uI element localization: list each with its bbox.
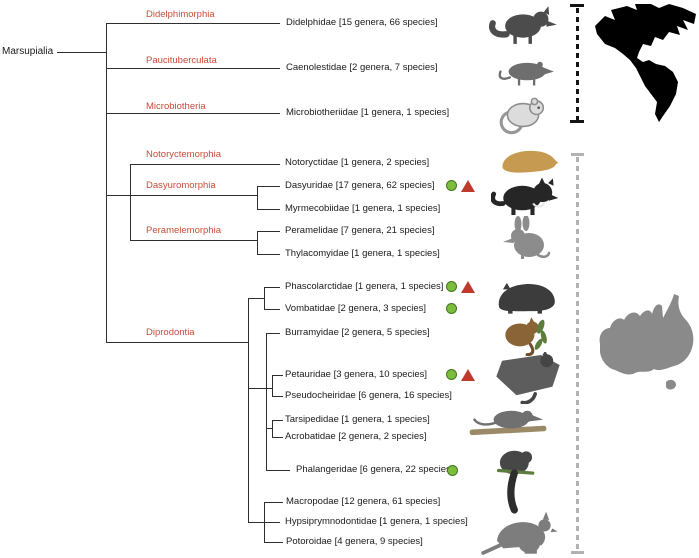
family-label-notoryctidae: Notoryctidae [1 genera, 2 species] <box>285 157 430 168</box>
order-label-peramelemorphia: Peramelemorphia <box>146 225 221 236</box>
branch-line <box>272 420 283 422</box>
branch-line <box>106 195 130 197</box>
branch-line <box>266 333 268 471</box>
family-label-phalangeridae: Phalangeridae [6 genera, 22 species] <box>296 464 454 475</box>
family-label-microbiotheriidae: Microbiotheriidae [1 genera, 1 species] <box>286 107 450 118</box>
family-label-petauridae: Petauridae [3 genera, 10 species] <box>285 369 428 380</box>
order-label-diprodontia: Diprodontia <box>146 327 195 338</box>
order-label-notoryctemorphia: Notoryctemorphia <box>146 149 221 160</box>
branch-line <box>248 388 273 390</box>
marsupial-mole-illustration <box>499 146 559 174</box>
family-label-phascolarctidae: Phascolarctidae [1 genera, 1 species] <box>285 281 444 292</box>
root-taxon-label: Marsupialia <box>2 46 54 57</box>
branch-line <box>106 113 280 115</box>
order-label-paucituberculata: Paucituberculata <box>146 55 217 66</box>
branch-line <box>257 231 280 233</box>
americas-map <box>593 2 699 124</box>
family-label-dasyuridae: Dasyuridae [17 genera, 62 species] <box>285 180 435 191</box>
family-label-potoroidae: Potoroidae [4 genera, 9 species] <box>286 536 423 547</box>
americas-range-cap <box>570 4 584 7</box>
family-label-didelphidae: Didelphidae [15 genera, 66 species] <box>286 17 438 28</box>
family-label-acrobatidae: Acrobatidae [2 genera, 2 species] <box>285 431 427 442</box>
order-label-microbiotheria: Microbiotheria <box>146 101 206 112</box>
order-label-dasyuromorphia: Dasyuromorphia <box>146 180 216 191</box>
cuscus-illustration <box>492 448 538 514</box>
family-label-pseudocheiridae: Pseudocheiridae [6 genera, 16 species] <box>285 390 452 401</box>
branch-line <box>264 502 283 504</box>
branch-line <box>272 375 283 377</box>
family-label-hypsiprymnodontidae: Hypsiprymnodontidae [1 genera, 1 species… <box>285 516 468 527</box>
red-triangle-icon <box>461 281 475 293</box>
branch-line <box>264 287 266 310</box>
australia-map <box>590 286 698 394</box>
green-circle-icon <box>447 465 458 476</box>
branch-line <box>257 209 280 211</box>
branch-line <box>272 420 274 438</box>
possum-with-leaves-illustration <box>497 316 549 356</box>
red-triangle-icon <box>461 180 475 192</box>
branch-line <box>130 240 257 242</box>
branch-line <box>106 23 108 342</box>
family-label-myrmecobiidae: Myrmecobiidae [1 genera, 1 species] <box>285 203 441 214</box>
branch-line <box>248 298 250 523</box>
branch-line <box>266 470 290 472</box>
branch-line <box>257 254 280 256</box>
australia-range-line <box>576 157 579 551</box>
gliding-possum-illustration <box>492 352 564 404</box>
branch-line <box>266 333 280 335</box>
green-circle-icon <box>446 303 457 314</box>
green-circle-icon <box>446 369 457 380</box>
australia-range-cap <box>571 551 584 554</box>
branch-line <box>264 502 266 543</box>
family-label-thylacomyidae: Thylacomyidae [1 genera, 1 species] <box>285 248 440 259</box>
family-label-peramelidae: Peramelidae [7 genera, 21 species] <box>285 225 435 236</box>
branch-line <box>130 195 257 197</box>
branch-line <box>272 396 283 398</box>
branch-line <box>106 23 280 25</box>
australia-range-cap <box>571 153 584 156</box>
americas-range-line <box>576 8 579 120</box>
wombat-illustration <box>494 280 558 314</box>
family-label-burramyidae: Burramyidae [2 genera, 5 species] <box>285 327 430 338</box>
branch-line <box>130 164 132 241</box>
opossum-illustration <box>488 4 558 48</box>
family-label-vombatidae: Vombatidae [2 genera, 3 species] <box>285 303 427 314</box>
branch-line <box>272 437 283 439</box>
branch-line <box>106 342 249 344</box>
branch-line <box>257 186 259 210</box>
branch-line <box>266 428 273 430</box>
branch-line <box>130 164 280 166</box>
branch-line <box>272 375 274 397</box>
red-triangle-icon <box>461 369 475 381</box>
americas-range-cap <box>570 120 584 123</box>
family-label-caenolestidae: Caenolestidae [2 genera, 7 species] <box>286 62 438 73</box>
branch-line <box>264 309 280 311</box>
branch-line <box>257 231 259 255</box>
shrew-opossum-illustration <box>497 54 555 88</box>
branch-line <box>257 186 280 188</box>
branch-line <box>264 542 283 544</box>
branch-line <box>57 52 106 54</box>
bilby-illustration <box>501 216 551 260</box>
branch-line <box>106 68 280 70</box>
potoroo-illustration <box>481 510 559 556</box>
order-label-didelphimorphia: Didelphimorphia <box>146 9 215 20</box>
branch-line <box>248 298 265 300</box>
family-label-tarsipedidae: Tarsipedidae [1 genera, 1 species] <box>285 414 430 425</box>
branch-line <box>264 287 280 289</box>
green-circle-icon <box>446 281 457 292</box>
family-label-macropodae: Macropodae [12 genera, 61 species] <box>286 496 441 507</box>
monito-del-monte-illustration <box>496 93 548 137</box>
tasmanian-devil-illustration <box>491 176 559 216</box>
honey-possum-illustration <box>468 402 548 442</box>
green-circle-icon <box>446 180 457 191</box>
